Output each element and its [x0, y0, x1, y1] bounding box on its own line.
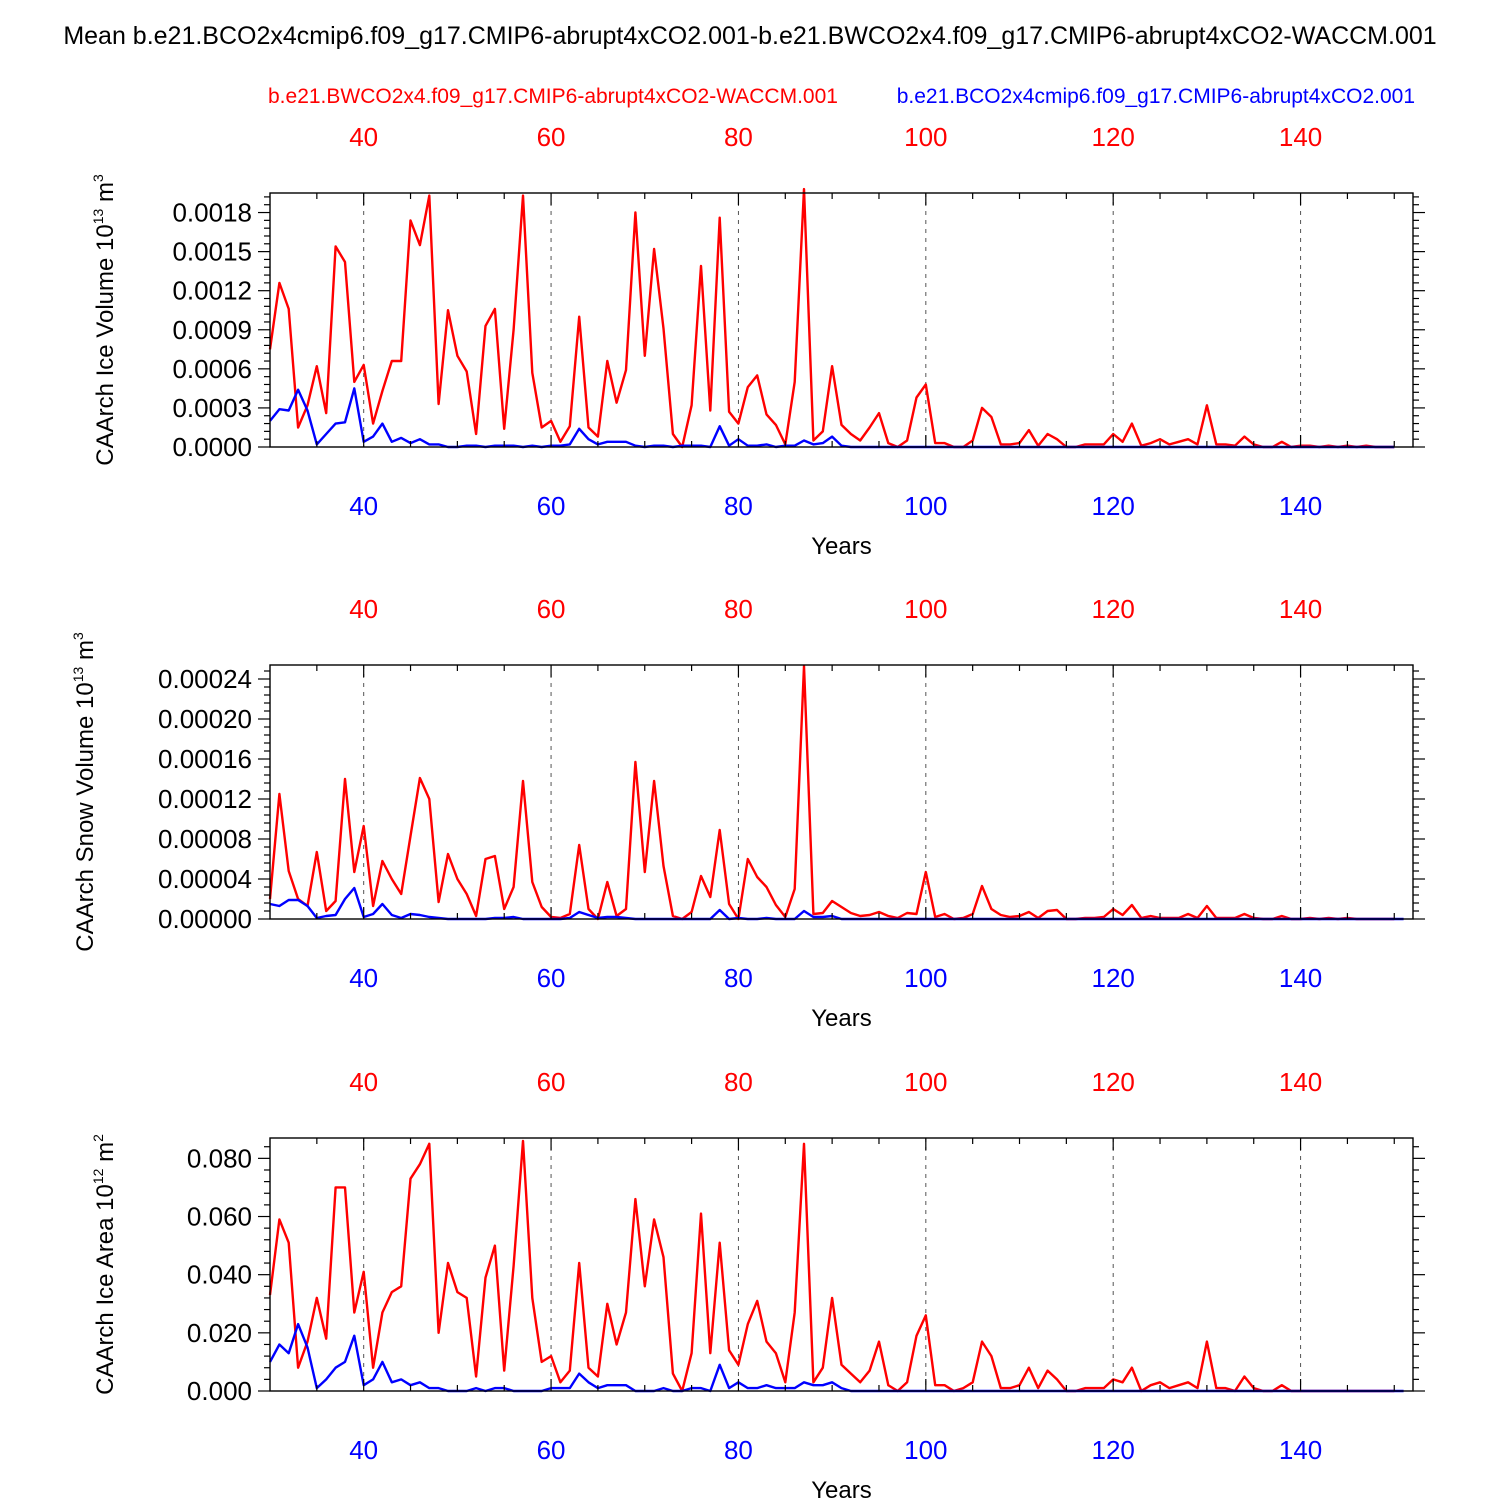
chart-panel-2: 0.00000 0.00004 0.00008 0.00012 0.00016 0.000… [70, 594, 1425, 1032]
x-tick-label-bottom: 100 [904, 491, 947, 521]
x-tick-label-top: 120 [1092, 122, 1135, 152]
y-axis-label-exponent: 13 [90, 209, 106, 225]
plot-frame [269, 1137, 1414, 1392]
x-tick-label-bottom: 120 [1092, 963, 1135, 993]
series-line-red [268, 664, 1395, 921]
x-axis-label: Years [811, 1477, 872, 1500]
y-axis-label-unit-exponent: 3 [70, 632, 86, 640]
y-axis-label-unit-exponent: 2 [90, 1134, 106, 1142]
y-axis-label-text: CAArch Ice Area 10 [92, 1184, 119, 1395]
y-tick-label: 0.040 [187, 1260, 252, 1290]
x-tick-label-bottom: 40 [349, 963, 378, 993]
x-tick-label-bottom: 80 [724, 491, 753, 521]
y-tick-label: 0.0018 [172, 198, 252, 228]
y-tick-label: 0.0003 [172, 393, 252, 423]
x-tick-label-top: 40 [349, 122, 378, 152]
x-tick-label-top: 100 [904, 122, 947, 152]
x-tick-label-top: 80 [724, 122, 753, 152]
y-axis-label: CAArch Snow Volume 1013 m3 [70, 632, 99, 952]
legend-blue-series: b.e21.BCO2x4cmip6.f09_g17.CMIP6-abrupt4x… [897, 85, 1415, 108]
y-tick-label: 0.00024 [158, 664, 252, 694]
y-tick-label: 0.0015 [172, 237, 252, 267]
y-axis-label-unit: m [92, 182, 119, 209]
x-axis-label: Years [811, 533, 872, 560]
x-tick-label-bottom: 120 [1092, 491, 1135, 521]
x-tick-label-top: 60 [537, 122, 566, 152]
x-tick-label-bottom: 140 [1279, 1435, 1322, 1465]
y-tick-label: 0.00008 [158, 824, 252, 854]
x-tick-label-top: 140 [1279, 122, 1322, 152]
x-tick-label-top: 60 [537, 594, 566, 624]
y-axis-label: CAArch Ice Area 1012 m2 [90, 1134, 119, 1395]
y-tick-label: 0.00012 [158, 784, 252, 814]
x-tick-label-top: 100 [904, 1067, 947, 1097]
x-tick-label-bottom: 140 [1279, 491, 1322, 521]
chart-panel-1: 0.0000 0.0003 0.0006 0.0009 0.0012 0.0015 0.00… [90, 122, 1425, 560]
x-tick-label-bottom: 40 [349, 1435, 378, 1465]
x-tick-label-top: 80 [724, 594, 753, 624]
x-tick-label-top: 40 [349, 594, 378, 624]
x-tick-label-top: 120 [1092, 1067, 1135, 1097]
x-tick-label-bottom: 60 [537, 1435, 566, 1465]
y-tick-label: 0.080 [187, 1143, 252, 1173]
y-tick-label: 0.0009 [172, 315, 252, 345]
y-tick-label: 0.00020 [158, 704, 252, 734]
x-axis-label: Years [811, 1005, 872, 1032]
plot-frame [269, 664, 1414, 920]
y-tick-label: 0.000 [187, 1376, 252, 1406]
y-axis-label-exponent: 12 [90, 1168, 106, 1184]
x-tick-label-bottom: 80 [724, 1435, 753, 1465]
y-tick-label: 0.0012 [172, 276, 252, 306]
x-tick-label-bottom: 100 [904, 963, 947, 993]
figure-title: Mean b.e21.BCO2x4cmip6.f09_g17.CMIP6-abr… [63, 22, 1436, 50]
x-tick-label-bottom: 60 [537, 491, 566, 521]
y-tick-label: 0.020 [187, 1318, 252, 1348]
y-axis-label-text: CAArch Snow Volume 10 [72, 682, 99, 951]
y-tick-label: 0.060 [187, 1202, 252, 1232]
y-axis-label: CAArch Ice Volume 1013 m3 [90, 174, 119, 466]
x-tick-label-top: 120 [1092, 594, 1135, 624]
y-tick-label: 0.0006 [172, 354, 252, 384]
x-tick-label-bottom: 80 [724, 963, 753, 993]
x-tick-label-top: 80 [724, 1067, 753, 1097]
x-tick-label-bottom: 100 [904, 1435, 947, 1465]
x-tick-label-top: 140 [1279, 1067, 1322, 1097]
y-tick-label: 0.0000 [172, 432, 252, 462]
x-tick-label-bottom: 140 [1279, 963, 1322, 993]
panels: 0.00000.00030.00060.00090.00120.00150.00… [70, 122, 1425, 1500]
x-tick-label-bottom: 40 [349, 491, 378, 521]
plot-frame [269, 192, 1414, 448]
y-tick-label: 0.00000 [158, 904, 252, 934]
x-tick-label-bottom: 60 [537, 963, 566, 993]
legend-red-series: b.e21.BWCO2x4.f09_g17.CMIP6-abrupt4xCO2-… [268, 85, 838, 108]
y-axis-label-unit-exponent: 3 [90, 174, 106, 182]
y-axis-label-unit: m [92, 1142, 119, 1169]
y-axis-label-exponent: 13 [70, 666, 86, 682]
series-line-red [268, 187, 1395, 449]
x-tick-label-top: 100 [904, 594, 947, 624]
x-tick-label-top: 140 [1279, 594, 1322, 624]
y-tick-label: 0.00016 [158, 744, 252, 774]
chart-panel-3: 0.000 0.020 0.040 0.060 0.080 40 40 60 60 80 80 100… [90, 1067, 1425, 1500]
x-tick-label-bottom: 120 [1092, 1435, 1135, 1465]
y-tick-label: 0.00004 [158, 864, 252, 894]
y-axis-label-text: CAArch Ice Volume 10 [92, 224, 119, 465]
x-tick-label-top: 60 [537, 1067, 566, 1097]
y-axis-label-unit: m [72, 640, 99, 667]
x-tick-label-top: 40 [349, 1067, 378, 1097]
series-line-red [268, 1139, 1395, 1393]
